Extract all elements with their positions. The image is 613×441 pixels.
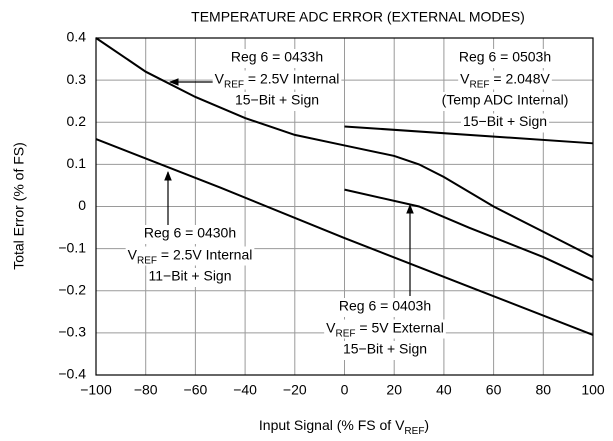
annotation-text: 11−Bit + Sign <box>148 268 231 284</box>
y-tick-label: −0.3 <box>58 324 86 340</box>
annotation-text: VREF = 2.048V <box>460 70 550 90</box>
annotation-background <box>212 70 342 90</box>
annotation-background <box>336 298 434 317</box>
x-tick-label: −80 <box>134 382 158 398</box>
annotation-background <box>146 268 234 287</box>
annotation-text-part: REF <box>336 329 356 340</box>
annotation-text-part: V <box>128 246 138 262</box>
x-axis-label-part: ) <box>424 417 429 433</box>
annotation-background <box>458 70 552 90</box>
annotation-text: 15−Bit + Sign <box>463 113 547 129</box>
y-tick-label: 0.3 <box>67 71 87 87</box>
series-line <box>95 138 594 336</box>
y-tick-label: −0.4 <box>58 366 86 382</box>
x-tick-label: 20 <box>386 382 402 398</box>
annotation-background <box>324 319 446 339</box>
annotation-text-part: = 2.048V <box>490 70 551 86</box>
series-line <box>95 37 594 258</box>
x-tick-label: 0 <box>341 382 349 398</box>
plot-frame <box>95 37 594 376</box>
annotation-text: Reg 6 = 0503h <box>459 49 551 65</box>
annotation-background <box>460 113 550 133</box>
annotation-text-part: REF <box>224 80 244 91</box>
y-tick-label: −0.2 <box>58 281 86 297</box>
annotation-text: Reg 6 = 0430h <box>144 225 236 241</box>
annotation-text: 15−Bit + Sign <box>343 341 427 357</box>
series-line <box>344 125 594 145</box>
annotation-text-part: V <box>326 319 336 335</box>
x-axis-label-part: REF <box>404 426 424 437</box>
annotation-text-part: = 2.5V Internal <box>244 70 339 86</box>
annotation-text: VREF = 5V External <box>326 319 444 339</box>
chart-title: TEMPERATURE ADC ERROR (EXTERNAL MODES) <box>191 9 525 25</box>
x-tick-label: −20 <box>283 382 307 398</box>
annotation-text-part: REF <box>137 256 157 267</box>
x-tick-label: −40 <box>233 382 257 398</box>
y-tick-label: 0.4 <box>67 29 87 45</box>
annotation-text-part: = 5V External <box>356 319 444 335</box>
x-tick-label: −60 <box>184 382 208 398</box>
annotation-text: (Temp ADC Internal) <box>442 92 569 108</box>
y-axis-label: Total Error (% of FS) <box>11 142 27 270</box>
x-axis-label: Input Signal (% FS of VREF) <box>259 417 429 437</box>
y-tick-label: −0.1 <box>58 239 86 255</box>
annotation-text: 15−Bit + Sign <box>235 92 319 108</box>
y-tick-label: 0 <box>78 197 86 213</box>
annotation-background <box>141 225 239 244</box>
x-tick-label: 80 <box>536 382 552 398</box>
annotation-text: VREF = 2.5V Internal <box>215 70 340 90</box>
annotation-background <box>228 49 326 68</box>
x-tick-label: −100 <box>80 382 112 398</box>
annotation-text: Reg 6 = 0433h <box>231 49 323 65</box>
y-tick-label: 0.1 <box>67 155 87 171</box>
annotation-background <box>456 49 554 68</box>
x-tick-label: 100 <box>581 382 605 398</box>
y-tick-label: 0.2 <box>67 113 87 129</box>
x-tick-label: 60 <box>486 382 502 398</box>
annotation-text-part: REF <box>470 80 490 91</box>
x-tick-label: 40 <box>436 382 452 398</box>
annotation-text-part: = 2.5V Internal <box>157 246 252 262</box>
annotation-text: VREF = 2.5V Internal <box>128 246 253 266</box>
annotation-background <box>232 92 322 111</box>
series-line <box>344 188 594 282</box>
x-axis-label-part: Input Signal (% FS of V <box>259 417 405 433</box>
annotation-background <box>340 341 430 360</box>
annotation-text: Reg 6 = 0403h <box>339 298 431 314</box>
annotation-text-part: V <box>215 70 225 86</box>
annotation-background <box>125 246 255 266</box>
annotation-text-part: V <box>460 70 470 86</box>
annotation-background <box>439 92 571 111</box>
